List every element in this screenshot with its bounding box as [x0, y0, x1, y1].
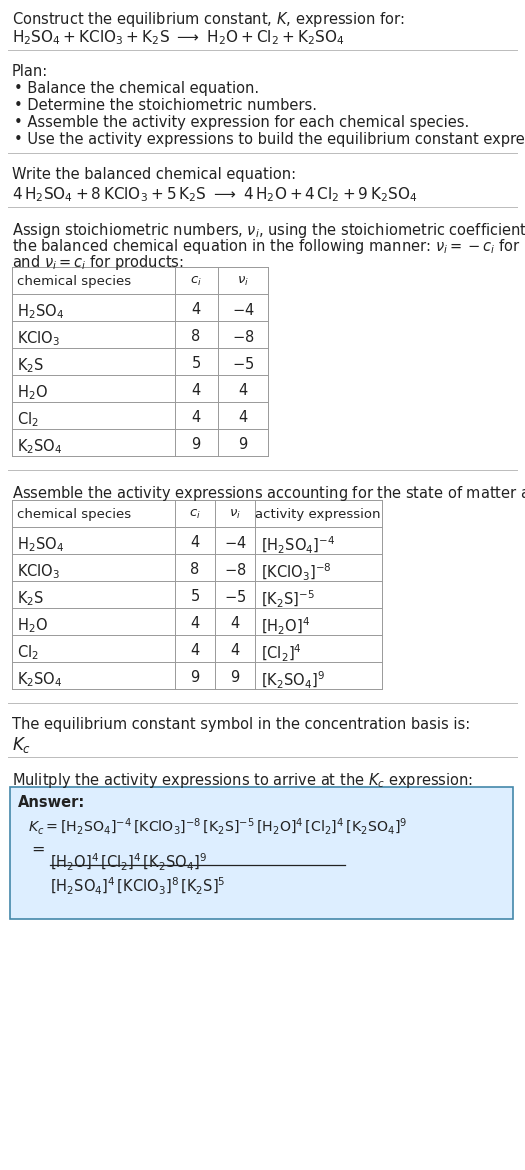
Text: $\mathrm{H_2SO_4 + KClO_3 + K_2S\ \longrightarrow\ H_2O + Cl_2 + K_2SO_4}$: $\mathrm{H_2SO_4 + KClO_3 + K_2S\ \longr… [12, 28, 344, 47]
Text: $[\mathrm{K_2S}]^{-5}$: $[\mathrm{K_2S}]^{-5}$ [261, 589, 315, 610]
Text: $\mathrm{K_2S}$: $\mathrm{K_2S}$ [17, 589, 44, 607]
Text: 5: 5 [192, 356, 201, 371]
Text: $[\mathrm{H_2O}]^4\,[\mathrm{Cl_2}]^4\,[\mathrm{K_2SO_4}]^9$: $[\mathrm{H_2O}]^4\,[\mathrm{Cl_2}]^4\,[… [50, 852, 207, 873]
Text: • Use the activity expressions to build the equilibrium constant expression.: • Use the activity expressions to build … [14, 132, 525, 147]
Text: $[\mathrm{H_2O}]^{4}$: $[\mathrm{H_2O}]^{4}$ [261, 615, 310, 638]
Text: $-4$: $-4$ [232, 302, 254, 318]
Text: Assemble the activity expressions accounting for the state of matter and $\nu_i$: Assemble the activity expressions accoun… [12, 484, 525, 503]
Text: 4: 4 [192, 383, 201, 398]
Text: $c_i$: $c_i$ [190, 275, 202, 288]
Text: $=$: $=$ [28, 841, 45, 856]
Text: $\mathrm{Cl_2}$: $\mathrm{Cl_2}$ [17, 410, 39, 428]
Text: $\mathrm{K_2SO_4}$: $\mathrm{K_2SO_4}$ [17, 670, 62, 689]
Text: 4: 4 [192, 410, 201, 425]
Text: $\nu_i$: $\nu_i$ [237, 275, 249, 288]
Text: The equilibrium constant symbol in the concentration basis is:: The equilibrium constant symbol in the c… [12, 717, 470, 732]
Text: • Assemble the activity expression for each chemical species.: • Assemble the activity expression for e… [14, 115, 469, 130]
Text: $\mathrm{H_2O}$: $\mathrm{H_2O}$ [17, 615, 48, 634]
Text: $K_c$: $K_c$ [12, 735, 31, 755]
Text: 4: 4 [191, 644, 200, 658]
Text: $\mathrm{H_2SO_4}$: $\mathrm{H_2SO_4}$ [17, 302, 64, 321]
Text: • Balance the chemical equation.: • Balance the chemical equation. [14, 81, 259, 96]
Text: Plan:: Plan: [12, 64, 48, 80]
Text: $-8$: $-8$ [232, 329, 254, 345]
Text: Mulitply the activity expressions to arrive at the $K_c$ expression:: Mulitply the activity expressions to arr… [12, 771, 473, 790]
Text: $K_c = [\mathrm{H_2SO_4}]^{-4}\,[\mathrm{KClO_3}]^{-8}\,[\mathrm{K_2S}]^{-5}\,[\: $K_c = [\mathrm{H_2SO_4}]^{-4}\,[\mathrm… [28, 817, 407, 838]
Text: 4: 4 [192, 302, 201, 317]
Text: 4: 4 [230, 644, 239, 658]
Text: $-8$: $-8$ [224, 562, 246, 578]
Text: $[\mathrm{K_2SO_4}]^{9}$: $[\mathrm{K_2SO_4}]^{9}$ [261, 670, 325, 691]
Text: $\mathrm{H_2O}$: $\mathrm{H_2O}$ [17, 383, 48, 401]
Text: $\nu_i$: $\nu_i$ [229, 508, 241, 521]
Text: 4: 4 [191, 615, 200, 631]
Text: Construct the equilibrium constant, $K$, expression for:: Construct the equilibrium constant, $K$,… [12, 11, 405, 29]
Text: Write the balanced chemical equation:: Write the balanced chemical equation: [12, 167, 296, 183]
Text: 9: 9 [191, 670, 200, 684]
Text: $[\mathrm{H_2SO_4}]^4\,[\mathrm{KClO_3}]^8\,[\mathrm{K_2S}]^5$: $[\mathrm{H_2SO_4}]^4\,[\mathrm{KClO_3}]… [50, 876, 226, 897]
Text: $\mathrm{KClO_3}$: $\mathrm{KClO_3}$ [17, 329, 60, 347]
Text: chemical species: chemical species [17, 275, 131, 288]
Text: 8: 8 [191, 562, 200, 577]
Text: $\mathrm{Cl_2}$: $\mathrm{Cl_2}$ [17, 644, 39, 662]
Text: $\mathrm{K_2SO_4}$: $\mathrm{K_2SO_4}$ [17, 438, 62, 455]
Text: $[\mathrm{Cl_2}]^{4}$: $[\mathrm{Cl_2}]^{4}$ [261, 644, 302, 665]
Text: 5: 5 [191, 589, 200, 604]
Text: $\mathrm{K_2S}$: $\mathrm{K_2S}$ [17, 356, 44, 374]
Text: $\mathrm{KClO_3}$: $\mathrm{KClO_3}$ [17, 562, 60, 580]
Text: chemical species: chemical species [17, 508, 131, 521]
Text: $c_i$: $c_i$ [189, 508, 201, 521]
Text: 4: 4 [191, 535, 200, 550]
Text: $-5$: $-5$ [224, 589, 246, 605]
Text: $-4$: $-4$ [224, 535, 246, 551]
Text: the balanced chemical equation in the following manner: $\nu_i = -c_i$ for react: the balanced chemical equation in the fo… [12, 238, 525, 256]
Text: $-5$: $-5$ [232, 356, 254, 372]
Text: 8: 8 [192, 329, 201, 344]
Text: 9: 9 [230, 670, 239, 684]
Text: • Determine the stoichiometric numbers.: • Determine the stoichiometric numbers. [14, 98, 317, 113]
Text: $[\mathrm{KClO_3}]^{-8}$: $[\mathrm{KClO_3}]^{-8}$ [261, 562, 331, 583]
Text: 4: 4 [230, 615, 239, 631]
Text: Assign stoichiometric numbers, $\nu_i$, using the stoichiometric coefficients, $: Assign stoichiometric numbers, $\nu_i$, … [12, 221, 525, 240]
Text: 4: 4 [238, 410, 248, 425]
Text: $[\mathrm{H_2SO_4}]^{-4}$: $[\mathrm{H_2SO_4}]^{-4}$ [261, 535, 335, 556]
Text: 4: 4 [238, 383, 248, 398]
Text: 9: 9 [192, 438, 201, 452]
Text: Answer:: Answer: [18, 794, 85, 810]
Text: $\mathrm{H_2SO_4}$: $\mathrm{H_2SO_4}$ [17, 535, 64, 553]
Text: 9: 9 [238, 438, 248, 452]
FancyBboxPatch shape [10, 787, 513, 918]
Text: activity expression: activity expression [255, 508, 381, 521]
Text: $\mathrm{4\,H_2SO_4 + 8\,KClO_3 + 5\,K_2S\ \longrightarrow\ 4\,H_2O + 4\,Cl_2 + : $\mathrm{4\,H_2SO_4 + 8\,KClO_3 + 5\,K_2… [12, 185, 417, 204]
Text: and $\nu_i = c_i$ for products:: and $\nu_i = c_i$ for products: [12, 253, 184, 271]
